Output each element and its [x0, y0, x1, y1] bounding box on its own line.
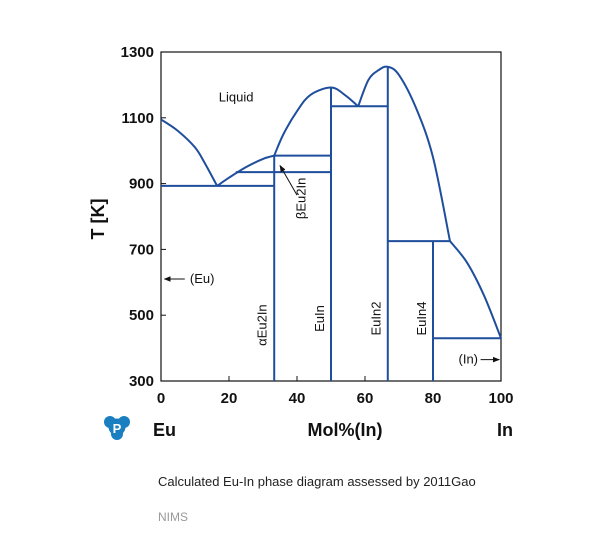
y-tick-label: 1100 [121, 110, 154, 127]
y-axis-label: T [K] [88, 199, 108, 240]
phase-label: EuIn4 [414, 301, 429, 335]
y-tick-label: 1300 [121, 44, 154, 61]
curve-liquidus-in [449, 240, 502, 339]
x-axis-label: Mol%(In) [308, 420, 383, 440]
phase-label: EuIn2 [368, 301, 383, 335]
x-tick-label: 40 [289, 390, 306, 407]
phase-label: βEu2In [294, 178, 309, 219]
organization-label: NIMS [158, 510, 188, 524]
x-tick-label: 0 [157, 390, 165, 407]
annotation-label: (Eu) [190, 271, 215, 286]
y-tick-label: 500 [129, 307, 154, 324]
x-tick-label: 80 [425, 390, 442, 407]
curve-liquidus-eu2in [216, 154, 275, 187]
y-tick-label: 700 [129, 241, 154, 258]
component-left: Eu [153, 420, 176, 440]
phase-label: EuIn [312, 305, 327, 332]
logo-letter: P [113, 421, 122, 436]
logo-icon: P [104, 416, 130, 440]
phase-label: αEu2In [254, 304, 269, 346]
curve-liquidus-euin2 [357, 65, 451, 242]
annotation-label: (In) [459, 352, 479, 367]
figure-caption: Calculated Eu-In phase diagram assessed … [158, 474, 476, 489]
x-tick-label: 100 [488, 390, 513, 407]
x-tick-label: 20 [221, 390, 238, 407]
phase-diagram: P 0 20 40 60 80 100 300 500 700 900 1100 1300 Liquid… [88, 44, 514, 440]
x-tick-label: 60 [357, 390, 374, 407]
y-tick-label: 900 [129, 176, 154, 193]
curve-liquidus-euin [273, 86, 359, 157]
curve-liquidus-eu [160, 118, 218, 187]
phase-label: Liquid [219, 89, 254, 104]
y-tick-label: 300 [129, 373, 154, 390]
annotation-arrow [279, 164, 298, 196]
component-right: In [497, 420, 513, 440]
